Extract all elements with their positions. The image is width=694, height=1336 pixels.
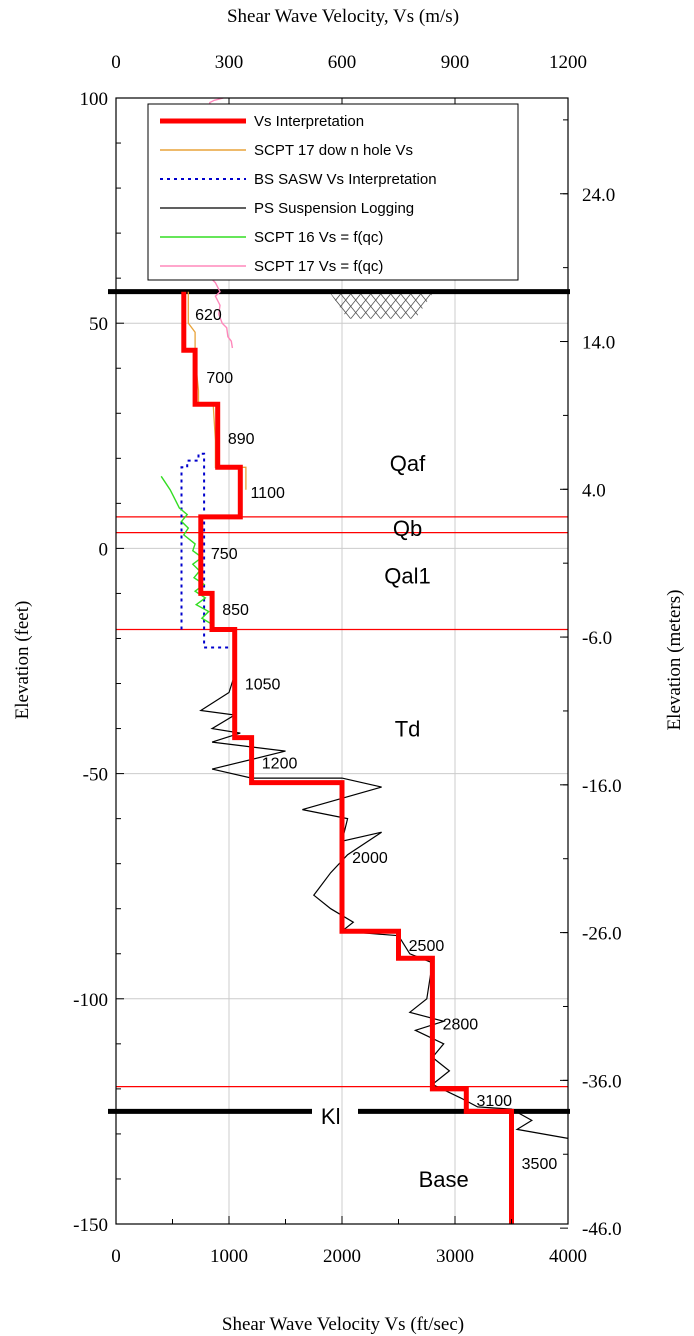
x-bottom-tick-label-0: 0 — [111, 1246, 121, 1267]
vs-label-4: 750 — [211, 546, 238, 563]
vs-label-1: 700 — [206, 370, 233, 387]
hatch-stroke — [461, 294, 481, 319]
y-left-tick-label-0: 100 — [80, 89, 109, 110]
vs-label-7: 1200 — [262, 755, 298, 772]
hatch-stroke — [330, 293, 342, 319]
vs-interpretation-line — [181, 291, 514, 1224]
x-top-tick-label-3: 900 — [441, 52, 470, 73]
vs-label-0: 620 — [195, 307, 222, 324]
y-left-tick-label-2: 0 — [99, 539, 109, 560]
x-bottom-tick-label-1: 1000 — [210, 1246, 248, 1267]
vs-label-3: 1100 — [250, 485, 285, 502]
hatch-stroke — [471, 294, 491, 319]
x-top-axis-title: Shear Wave Velocity, Vs (m/s) — [227, 6, 459, 27]
legend-label-2: BS SASW Vs Interpretation — [254, 171, 437, 188]
layer-label-2: Qal1 — [384, 563, 430, 588]
vs-label-9: 2500 — [409, 938, 445, 955]
hatched-area — [301, 293, 501, 319]
y-right-tick-label-1: 14.0 — [582, 333, 615, 354]
layer-labels: Qaf Qb Qal1 Td Kl Base — [321, 451, 469, 1192]
hatch-stroke — [330, 293, 332, 319]
legend-label-4: SCPT 16 Vs = f(qc) — [254, 229, 383, 246]
hatch-pattern-group — [301, 293, 501, 319]
x-bottom-tick-label-3: 3000 — [436, 1246, 474, 1267]
y-right-tick-label-7: -46.0 — [582, 1219, 622, 1240]
y-left-tick-label-3: -50 — [83, 765, 108, 786]
hatch-stroke — [441, 294, 461, 319]
hatch-stroke — [451, 294, 471, 319]
x-top-tick-label-2: 600 — [328, 52, 357, 73]
ps-suspension-line — [199, 629, 569, 1139]
hatch-stroke — [380, 293, 402, 319]
layer-label-1: Qb — [393, 516, 422, 541]
layer-label-0: Qaf — [390, 451, 426, 476]
vs-label-5: 850 — [222, 602, 249, 619]
x-bottom-tick-label-4: 4000 — [549, 1246, 587, 1267]
scpt16-qc-line — [160, 475, 215, 633]
x-top-tick-label-4: 1200 — [549, 52, 587, 73]
y-right-tick-label-5: -26.0 — [582, 924, 622, 945]
legend-box — [147, 103, 519, 281]
hatch-stroke — [360, 293, 382, 319]
sasw-line — [180, 452, 229, 649]
vs-label-2: 890 — [228, 431, 255, 448]
y-right-tick-label-2: 4.0 — [582, 480, 606, 501]
y-right-tick-label-0: 24.0 — [582, 185, 615, 206]
vs-label-12: 3500 — [522, 1156, 558, 1173]
y-right-tick-label-6: -36.0 — [582, 1071, 622, 1092]
vs-label-6: 1050 — [245, 677, 281, 694]
hatch-stroke — [370, 293, 392, 319]
hatch-stroke — [451, 294, 471, 319]
vs-label-11: 3100 — [476, 1093, 512, 1110]
hatch-stroke — [410, 293, 432, 319]
legend-label-5: SCPT 17 Vs = f(qc) — [254, 258, 383, 275]
hatch-stroke — [441, 294, 461, 319]
axes: 0 1000 2000 3000 4000 0 300 600 900 1200 100 50 0 -50… — [73, 52, 621, 1267]
hatch-stroke — [481, 294, 501, 319]
y-right-axis-title: Elevation (meters) — [664, 590, 685, 731]
vs-value-labels: 620 700 890 1100 750 850 1050 1200 2000 2500 2800 3… — [195, 307, 557, 1173]
y-left-axis-title: Elevation (feet) — [12, 601, 33, 720]
hatch-stroke — [430, 293, 433, 319]
x-bottom-tick-label-2: 2000 — [323, 1246, 361, 1267]
hatch-stroke — [330, 293, 332, 319]
layer-label-3: Td — [395, 717, 421, 742]
y-left-tick-label-5: -150 — [73, 1215, 108, 1236]
layer-boundaries — [108, 289, 570, 1114]
vs-label-10: 2800 — [443, 1017, 479, 1034]
hatch-stroke — [461, 294, 481, 319]
y-left-tick-label-4: -100 — [73, 990, 108, 1011]
legend: Vs Interpretation SCPT 17 dow n hole Vs BS… — [147, 103, 519, 281]
hatch-stroke — [430, 293, 433, 319]
y-left-tick-label-1: 50 — [89, 314, 108, 335]
hatch-stroke — [350, 293, 372, 319]
y-right-tick-label-4: -16.0 — [582, 776, 622, 797]
hatch-stroke — [481, 294, 501, 319]
hatch-stroke — [301, 294, 321, 319]
layer-label-5: Base — [419, 1167, 469, 1192]
hatch-stroke — [301, 294, 321, 319]
legend-label-1: SCPT 17 dow n hole Vs — [254, 142, 413, 159]
gridlines — [116, 98, 568, 1224]
y-right-tick-label-3: -6.0 — [582, 628, 612, 649]
hatch-stroke — [400, 293, 422, 319]
x-bottom-axis-title: Shear Wave Velocity Vs (ft/sec) — [222, 1314, 464, 1335]
x-top-tick-label-0: 0 — [111, 52, 121, 73]
hatch-stroke — [390, 293, 412, 319]
legend-label-3: PS Suspension Logging — [254, 200, 414, 217]
legend-label-0: Vs Interpretation — [254, 113, 364, 130]
vs-label-8: 2000 — [352, 850, 388, 867]
x-top-tick-label-1: 300 — [215, 52, 244, 73]
hatch-stroke — [471, 294, 491, 319]
layer-label-4: Kl — [321, 1104, 341, 1129]
hatch-stroke — [420, 293, 433, 319]
